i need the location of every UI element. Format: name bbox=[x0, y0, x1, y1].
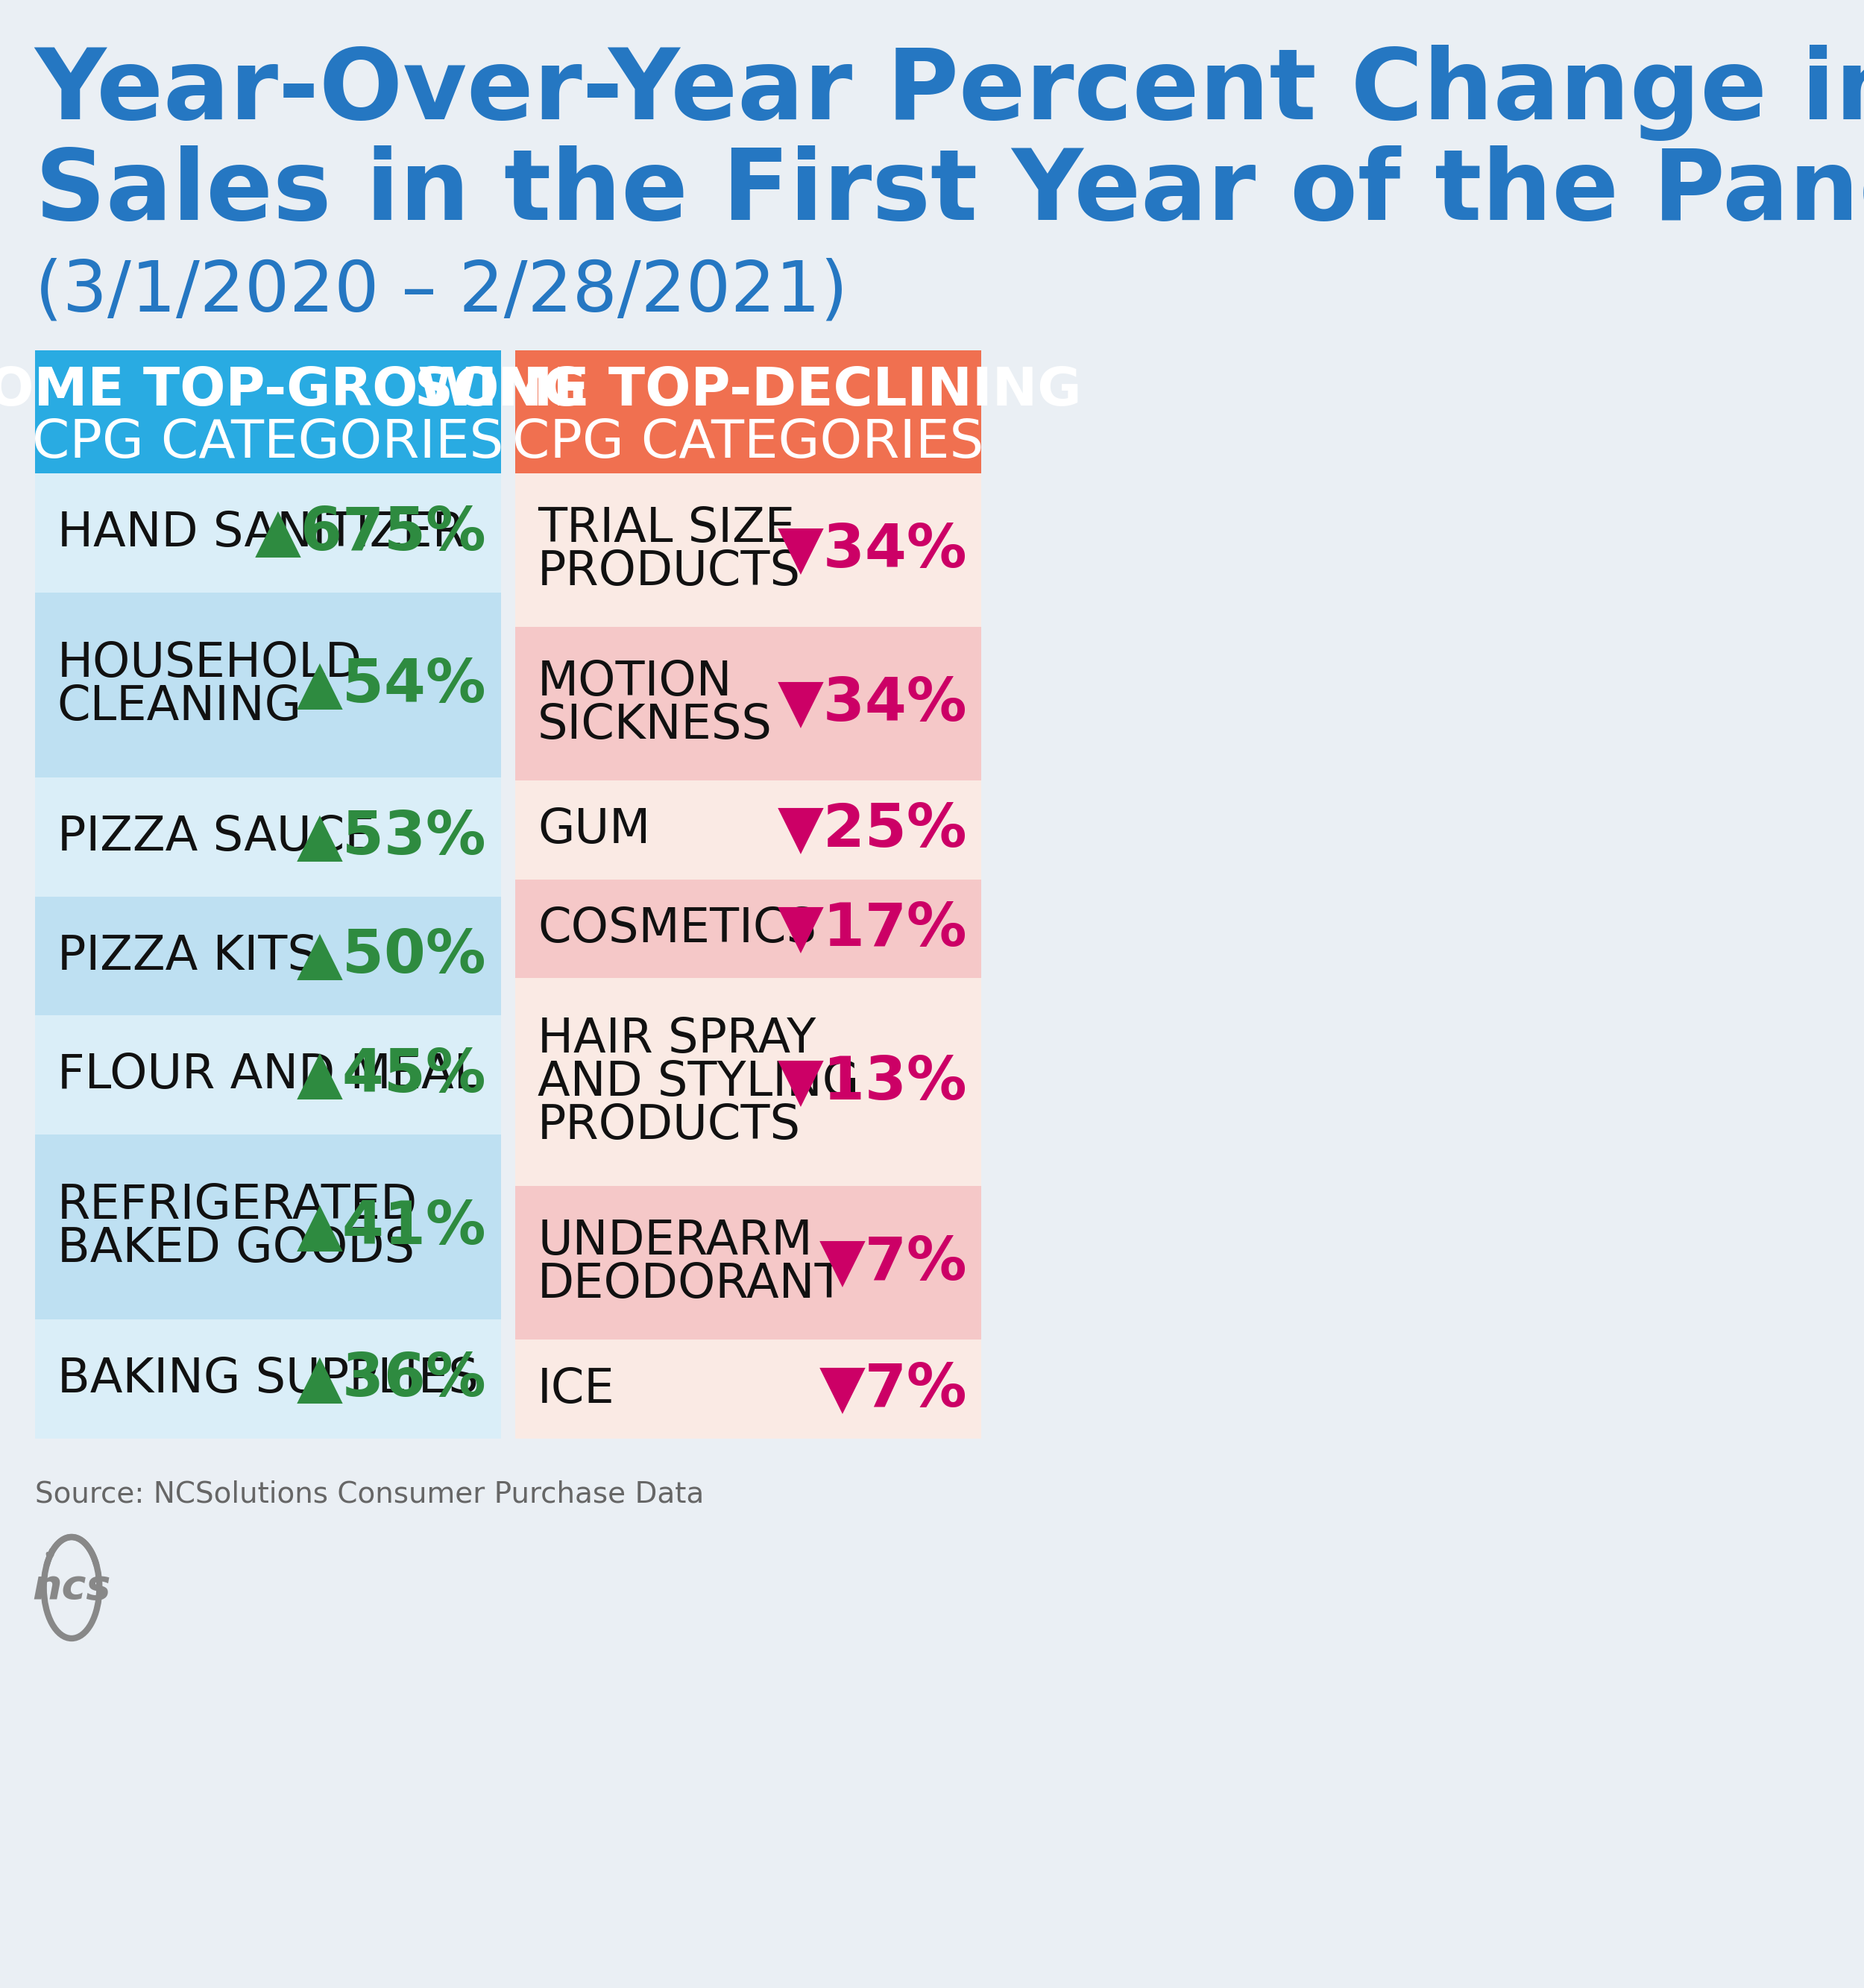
Text: PIZZA SAUCE: PIZZA SAUCE bbox=[58, 813, 375, 861]
Bar bbox=[35, 1016, 501, 1135]
Text: ncs: ncs bbox=[32, 1569, 110, 1608]
Text: Year-Over-Year Percent Change in Dollar: Year-Over-Year Percent Change in Dollar bbox=[35, 44, 1864, 141]
Text: UNDERARM: UNDERARM bbox=[537, 1219, 813, 1264]
Text: CPG CATEGORIES: CPG CATEGORIES bbox=[513, 417, 984, 469]
Bar bbox=[35, 473, 501, 592]
Text: MOTION: MOTION bbox=[537, 658, 733, 706]
Bar bbox=[514, 879, 982, 978]
Text: ICE: ICE bbox=[537, 1366, 615, 1411]
Text: ▲41%: ▲41% bbox=[296, 1199, 487, 1256]
Text: Sales in the First Year of the Pandemic: Sales in the First Year of the Pandemic bbox=[35, 145, 1864, 241]
Bar bbox=[514, 978, 982, 1187]
Text: ▼7%: ▼7% bbox=[818, 1360, 967, 1417]
Text: (3/1/2020 – 2/28/2021): (3/1/2020 – 2/28/2021) bbox=[35, 256, 848, 326]
Text: AND STYLING: AND STYLING bbox=[537, 1060, 859, 1105]
Text: ▲675%: ▲675% bbox=[255, 503, 487, 563]
Text: PRODUCTS: PRODUCTS bbox=[537, 549, 802, 594]
Text: FLOUR AND MEAL: FLOUR AND MEAL bbox=[58, 1052, 481, 1097]
Text: HAIR SPRAY: HAIR SPRAY bbox=[537, 1016, 816, 1062]
Text: HAND SANITIZER: HAND SANITIZER bbox=[58, 509, 466, 557]
Text: ▼34%: ▼34% bbox=[777, 521, 967, 579]
Text: PRODUCTS: PRODUCTS bbox=[537, 1101, 802, 1149]
Bar bbox=[35, 592, 501, 777]
Text: ▼13%: ▼13% bbox=[777, 1054, 967, 1111]
Text: ▲45%: ▲45% bbox=[296, 1046, 487, 1103]
Bar bbox=[514, 473, 982, 626]
Bar bbox=[514, 350, 982, 473]
Text: ▲53%: ▲53% bbox=[296, 807, 487, 867]
Text: PIZZA KITS: PIZZA KITS bbox=[58, 932, 317, 980]
Text: ▲54%: ▲54% bbox=[296, 656, 487, 714]
Bar bbox=[35, 350, 501, 473]
Text: SOME TOP-DECLINING: SOME TOP-DECLINING bbox=[416, 366, 1081, 417]
Bar bbox=[514, 1340, 982, 1439]
Bar bbox=[514, 779, 982, 879]
Text: ▼17%: ▼17% bbox=[777, 901, 967, 958]
Bar bbox=[514, 1187, 982, 1340]
Text: ▼34%: ▼34% bbox=[777, 674, 967, 734]
Text: BAKING SUPPLIES: BAKING SUPPLIES bbox=[58, 1356, 479, 1402]
Text: CLEANING: CLEANING bbox=[58, 684, 302, 730]
Text: SICKNESS: SICKNESS bbox=[537, 702, 772, 747]
Text: BAKED GOODS: BAKED GOODS bbox=[58, 1227, 414, 1272]
Text: HOUSEHOLD: HOUSEHOLD bbox=[58, 640, 362, 686]
Bar bbox=[35, 1320, 501, 1439]
Text: ▲36%: ▲36% bbox=[296, 1350, 487, 1408]
Text: GUM: GUM bbox=[537, 807, 651, 853]
Bar bbox=[35, 777, 501, 897]
Bar bbox=[35, 897, 501, 1016]
Bar bbox=[35, 1135, 501, 1320]
Text: COSMETICS: COSMETICS bbox=[537, 907, 816, 952]
Text: SOME TOP-GROWING: SOME TOP-GROWING bbox=[0, 366, 587, 417]
Text: CPG CATEGORIES: CPG CATEGORIES bbox=[32, 417, 503, 469]
Text: ▼7%: ▼7% bbox=[818, 1235, 967, 1292]
Bar bbox=[514, 626, 982, 779]
Text: ▼25%: ▼25% bbox=[777, 801, 967, 859]
Text: REFRIGERATED: REFRIGERATED bbox=[58, 1183, 418, 1229]
Text: DEODORANT: DEODORANT bbox=[537, 1262, 844, 1308]
Text: TRIAL SIZE: TRIAL SIZE bbox=[537, 505, 796, 551]
Text: Source: NCSolutions Consumer Purchase Data: Source: NCSolutions Consumer Purchase Da… bbox=[35, 1479, 705, 1509]
Text: ▲50%: ▲50% bbox=[296, 926, 487, 986]
